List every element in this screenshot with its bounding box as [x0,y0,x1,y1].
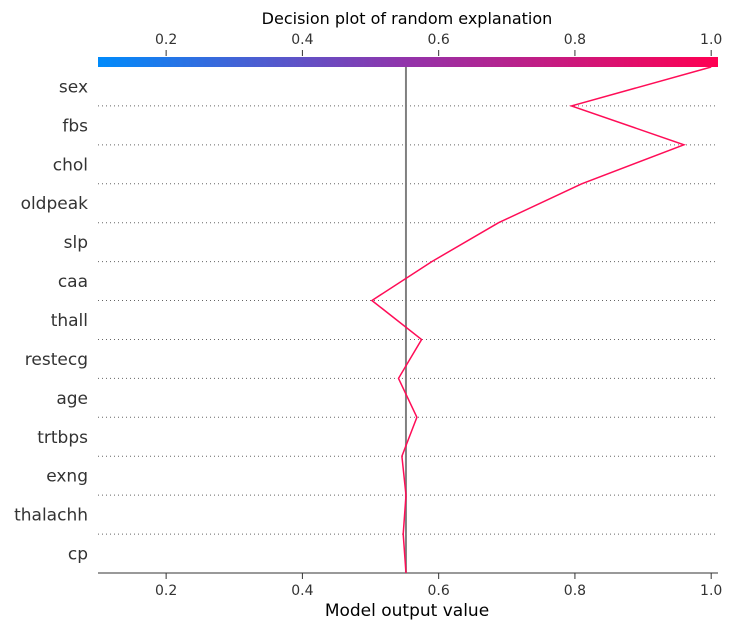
grid-layer [98,105,718,535]
top-tick-label: 1.0 [700,32,722,48]
top-axis: 0.2 0.4 0.6 0.8 1.0 [155,32,722,56]
feature-labels: sex fbs chol oldpeak slp caa thall restecg age tr… [14,77,88,564]
feature-label-age: age [56,389,88,409]
feature-label-caa: caa [58,272,88,292]
feature-label-restecg: restecg [25,350,88,370]
feature-label-thall: thall [51,311,88,331]
bottom-tick-label: 1.0 [700,583,722,599]
feature-label-sex: sex [59,77,88,97]
bottom-tick-label: 0.4 [291,583,313,599]
bottom-tick-label: 0.8 [564,583,586,599]
feature-label-cp: cp [68,545,88,565]
feature-label-chol: chol [53,155,88,175]
bottom-axis: 0.2 0.4 0.6 0.8 1.0 [155,573,722,599]
bottom-tick-label: 0.2 [155,583,177,599]
chart-title: Decision plot of random explanation [262,9,553,28]
top-tick-label: 0.4 [291,32,313,48]
colorbar [98,57,718,67]
bottom-tick-label: 0.6 [428,583,450,599]
top-tick-label: 0.8 [564,32,586,48]
feature-label-fbs: fbs [62,116,88,136]
feature-label-oldpeak: oldpeak [21,194,89,214]
decision-path-line [370,66,712,574]
top-tick-label: 0.2 [155,32,177,48]
x-axis-label: Model output value [325,601,489,621]
feature-label-thalachh: thalachh [14,506,88,526]
feature-label-exng: exng [46,467,88,487]
feature-label-slp: slp [64,233,88,253]
feature-label-trtbps: trtbps [37,428,88,448]
top-tick-label: 0.6 [428,32,450,48]
